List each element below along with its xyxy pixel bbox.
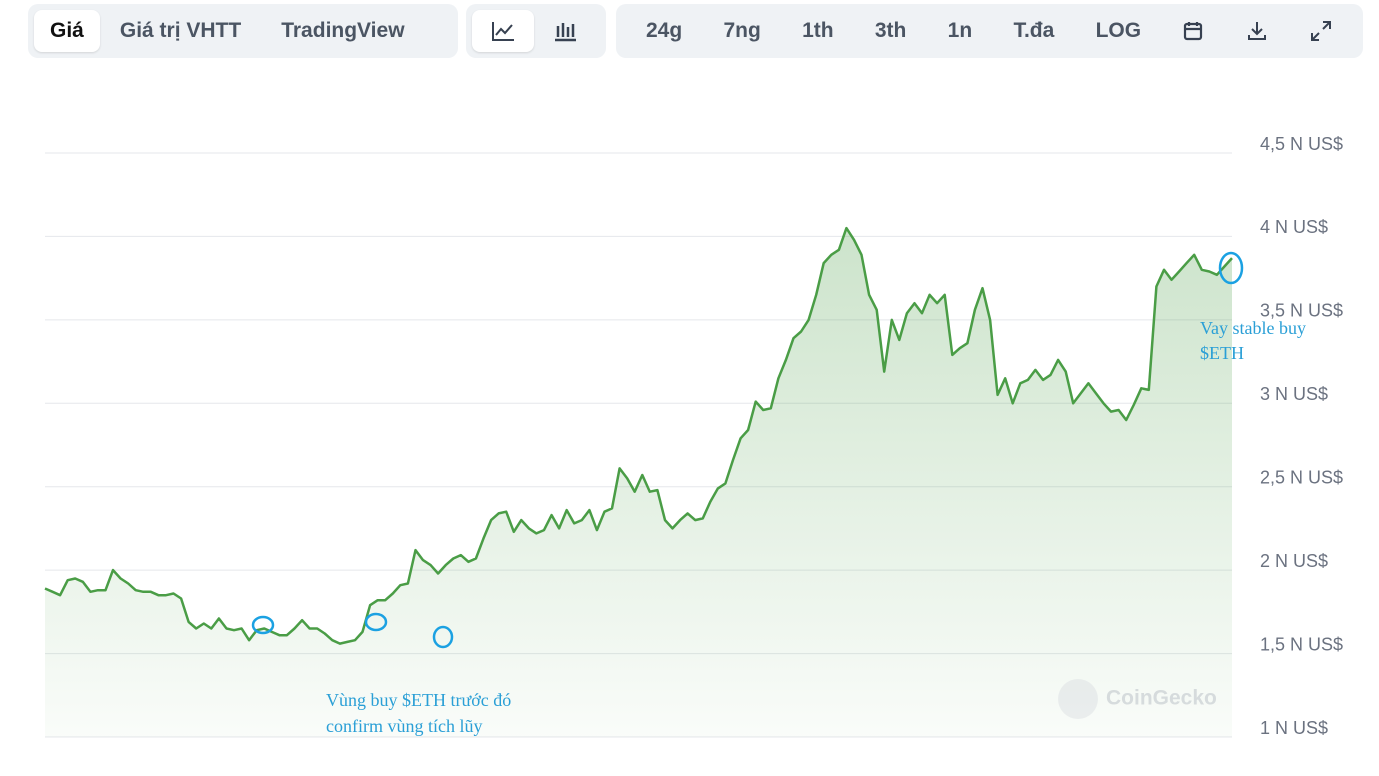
line-chart-button[interactable]: [472, 10, 534, 52]
y-tick-label: 1,5 N US$: [1260, 634, 1343, 654]
download-button[interactable]: [1230, 10, 1284, 52]
y-tick-label: 1 N US$: [1260, 718, 1328, 738]
watermark-text: CoinGecko: [1106, 687, 1217, 710]
y-tick-label: 2 N US$: [1260, 551, 1328, 571]
annotation-circle: [364, 612, 388, 632]
tab-tradingview[interactable]: TradingView: [281, 19, 405, 42]
candle-chart-button[interactable]: [534, 10, 596, 52]
plot: [44, 226, 1233, 737]
tab-price[interactable]: Giá: [34, 10, 100, 52]
annotation-circle: [251, 615, 275, 635]
range-button[interactable]: 1n: [947, 19, 973, 42]
price-area: [45, 228, 1232, 737]
calendar-button[interactable]: [1166, 10, 1220, 52]
annotation-text: Vùng buy $ETH trước đó: [326, 690, 511, 710]
y-tick-label: 3,5 N US$: [1260, 301, 1343, 321]
view-tabs: Giá Giá trị VHTT TradingView: [28, 4, 458, 58]
annotation-circle: [432, 625, 454, 649]
y-tick-label: 3 N US$: [1260, 384, 1328, 404]
annotation-text: $ETH: [1200, 343, 1244, 363]
y-tick-label: 2,5 N US$: [1260, 467, 1343, 487]
candle-icon: [555, 23, 576, 42]
price-line: [44, 226, 1233, 645]
tab-market-cap[interactable]: Giá trị VHTT: [119, 19, 242, 42]
download-icon: [1247, 22, 1266, 40]
y-tick-label: 4,5 N US$: [1260, 134, 1343, 154]
line-icon: [492, 22, 514, 41]
range-button[interactable]: 3th: [874, 19, 907, 42]
annotation-circle: [1218, 251, 1244, 285]
y-tick-label: 4 N US$: [1260, 217, 1328, 237]
log-button[interactable]: LOG: [1095, 19, 1142, 42]
annotation-circles: [251, 251, 1244, 649]
fullscreen-button[interactable]: [1293, 10, 1349, 52]
annotation-text: confirm vùng tích lũy: [326, 716, 482, 736]
range-button[interactable]: 7ng: [723, 19, 761, 42]
calendar-icon: [1184, 22, 1203, 41]
watermark: CoinGecko: [1058, 679, 1217, 719]
range-button[interactable]: T.đa: [1013, 19, 1055, 42]
watermark-logo: [1058, 679, 1098, 719]
annotation-text: Vay stable buy: [1200, 318, 1306, 338]
expand-icon: [1310, 21, 1331, 41]
chart-type-tabs: [466, 4, 606, 58]
range-tabs: 24g 7ng 1th 3th 1n T.đa LOG: [616, 4, 1363, 58]
range-button[interactable]: 24g: [646, 19, 683, 42]
range-button[interactable]: 1th: [802, 19, 834, 42]
